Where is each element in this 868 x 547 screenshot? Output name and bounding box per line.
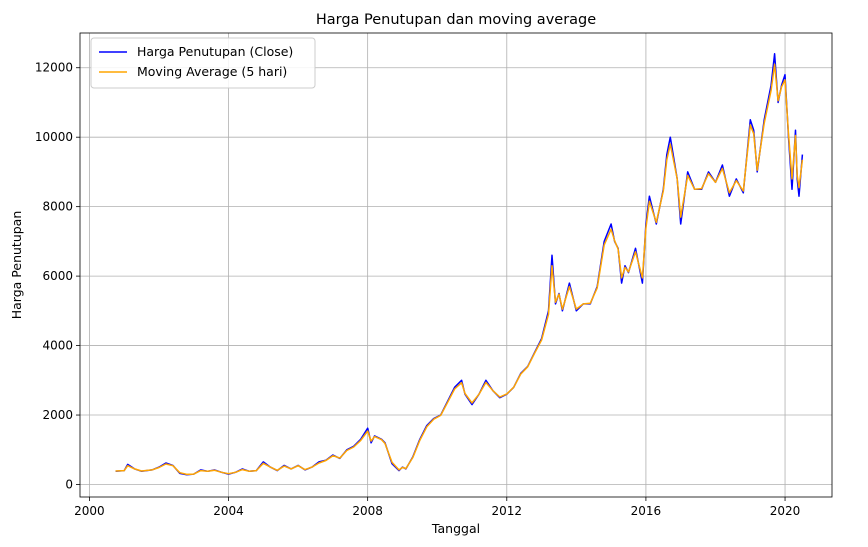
y-tick-label: 8000 — [42, 200, 73, 214]
plot-area — [80, 33, 832, 497]
x-tick-label: 2020 — [770, 504, 801, 518]
y-tick-label: 2000 — [42, 408, 73, 422]
x-axis-label: Tanggal — [431, 521, 480, 536]
legend: Harga Penutupan (Close) Moving Average (… — [90, 37, 316, 89]
x-tick-label: 2012 — [492, 504, 523, 518]
y-tick-label: 0 — [65, 477, 73, 491]
x-tick-label: 2008 — [352, 504, 383, 518]
y-tick-label: 10000 — [35, 130, 73, 144]
grid-lines — [80, 33, 832, 497]
y-axis-label: Harga Penutupan — [9, 211, 24, 320]
x-tick-label: 2016 — [631, 504, 662, 518]
x-tick-label: 2004 — [213, 504, 244, 518]
y-axis: 0 2000 4000 6000 8000 10000 12000 — [35, 61, 80, 491]
series-line-moving-average — [115, 63, 804, 476]
legend-label-close: Harga Penutupan (Close) — [137, 44, 293, 59]
legend-box — [90, 37, 316, 89]
y-tick-label: 6000 — [42, 269, 73, 283]
plot-frame — [79, 32, 833, 498]
x-tick-label: 2000 — [74, 504, 105, 518]
series-layer — [115, 53, 804, 476]
chart-title: Harga Penutupan dan moving average — [316, 12, 596, 28]
y-tick-label: 12000 — [35, 61, 73, 75]
legend-label-moving-average: Moving Average (5 hari) — [137, 64, 287, 79]
y-tick-label: 4000 — [42, 339, 73, 353]
x-axis: 2000 2004 2008 2012 2016 2020 — [74, 497, 800, 518]
